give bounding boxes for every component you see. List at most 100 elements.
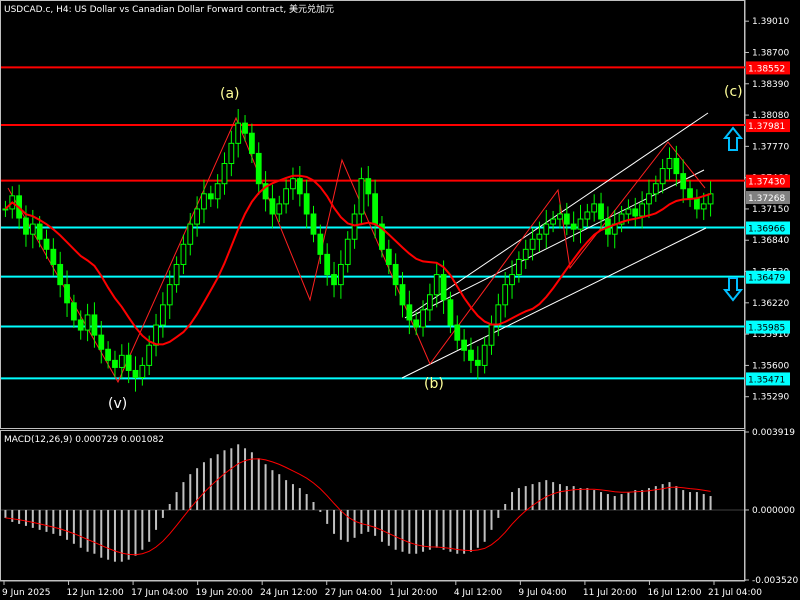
macd-bar bbox=[442, 509, 445, 550]
macd-bar bbox=[298, 488, 301, 510]
candle-body bbox=[64, 284, 70, 304]
macd-bar bbox=[155, 509, 158, 530]
macd-bar bbox=[483, 509, 486, 542]
level-price-box bbox=[746, 119, 790, 133]
candle-body bbox=[276, 203, 283, 215]
candle-body bbox=[43, 238, 50, 250]
candle-body bbox=[426, 294, 433, 311]
candle-body bbox=[584, 211, 591, 220]
wave-label-a: (a) bbox=[220, 86, 240, 102]
candle-body bbox=[673, 157, 680, 175]
candle-body bbox=[118, 354, 125, 368]
macd-bar bbox=[647, 488, 650, 510]
macd-bar bbox=[100, 509, 103, 558]
macd-bar bbox=[72, 509, 75, 544]
level-price-label: 1.36479 bbox=[748, 274, 785, 284]
time-tick-label: 12 Jun 12:00 bbox=[67, 588, 124, 598]
candle-body bbox=[577, 218, 584, 230]
macd-tick-label: 0.003919 bbox=[752, 428, 795, 438]
candle-body bbox=[618, 213, 625, 225]
level-price-tags: 1.38552 1.37981 1.37430 1.36966 1.36479 1.359… bbox=[746, 61, 790, 386]
candle-body bbox=[372, 193, 379, 225]
candle-body bbox=[529, 238, 536, 250]
candle-body bbox=[358, 178, 365, 215]
candle-body bbox=[591, 203, 598, 213]
time-tick-label: 16 Jul 12:00 bbox=[647, 588, 701, 598]
candle-body bbox=[187, 223, 194, 245]
macd-bar bbox=[600, 492, 603, 510]
candle-body bbox=[337, 263, 344, 286]
candle-body bbox=[522, 248, 529, 260]
macd-bar bbox=[654, 486, 657, 510]
candle-body bbox=[180, 243, 187, 265]
candle-body bbox=[201, 193, 207, 210]
candle-body bbox=[543, 223, 550, 235]
candle-body bbox=[283, 188, 290, 205]
time-tick-label: 9 Jun 2025 bbox=[2, 588, 50, 598]
candle-body bbox=[399, 284, 406, 306]
macd-bar bbox=[517, 488, 520, 510]
candle-body bbox=[502, 284, 509, 306]
macd-bar bbox=[216, 454, 219, 510]
candle-body bbox=[84, 314, 91, 331]
time-tick-label: 19 Jun 20:00 bbox=[196, 588, 253, 598]
macd-bar bbox=[387, 509, 390, 546]
candle-body bbox=[255, 152, 262, 185]
candle-body bbox=[159, 304, 166, 326]
macd-bar bbox=[59, 509, 62, 536]
macd-bar bbox=[593, 490, 596, 510]
macd-bar bbox=[168, 504, 171, 510]
candle-body bbox=[598, 203, 604, 220]
macd-bar bbox=[196, 468, 199, 510]
candle-body bbox=[36, 223, 43, 240]
macd-bar bbox=[634, 490, 637, 510]
macd-bar bbox=[52, 509, 55, 534]
macd-bar bbox=[237, 444, 240, 510]
price-tick-label: 1.37770 bbox=[752, 142, 789, 152]
candle-body bbox=[379, 223, 385, 250]
current-price-label: 1.37268 bbox=[748, 194, 785, 204]
candle-body bbox=[420, 309, 426, 328]
candle-body bbox=[173, 263, 180, 286]
candle-body bbox=[153, 324, 159, 346]
macd-bar bbox=[682, 490, 685, 510]
candle-body bbox=[536, 233, 543, 240]
candle-body bbox=[392, 263, 399, 286]
macd-bar bbox=[627, 492, 630, 510]
candle-body bbox=[468, 349, 474, 361]
macd-bar bbox=[278, 474, 281, 510]
macd-bar bbox=[552, 482, 555, 510]
macd-bar bbox=[189, 474, 192, 510]
candle-body bbox=[303, 193, 310, 215]
candles bbox=[2, 109, 714, 392]
macd-bar bbox=[449, 509, 452, 552]
candle-body bbox=[639, 203, 646, 217]
candle-body bbox=[262, 183, 269, 200]
candle-body bbox=[331, 274, 337, 286]
candle-body bbox=[242, 122, 248, 134]
macd-bar bbox=[620, 494, 623, 510]
macd-bar bbox=[209, 458, 212, 510]
macd-bar bbox=[319, 509, 322, 512]
candle-body bbox=[680, 173, 687, 190]
macd-bar bbox=[312, 502, 315, 510]
macd-bar bbox=[31, 509, 34, 528]
price-tick-label: 1.37150 bbox=[752, 205, 789, 215]
candle-body bbox=[105, 348, 112, 361]
macd-bar bbox=[305, 494, 308, 510]
candle-body bbox=[365, 178, 372, 195]
candle-body bbox=[146, 344, 153, 366]
channel-lower-line bbox=[401, 227, 707, 379]
level-price-box bbox=[746, 221, 790, 235]
macd-signal-line bbox=[5, 458, 711, 556]
candle-body bbox=[77, 319, 84, 331]
current-price-tag: 1.37268 bbox=[746, 191, 790, 205]
macd-bar bbox=[380, 509, 383, 542]
macd-bar bbox=[531, 484, 534, 510]
macd-bar bbox=[463, 509, 466, 554]
candle-body bbox=[385, 248, 392, 265]
macd-bar bbox=[497, 509, 500, 518]
time-tick-label: 24 Jun 12:00 bbox=[260, 588, 317, 598]
candle-body bbox=[413, 319, 420, 328]
